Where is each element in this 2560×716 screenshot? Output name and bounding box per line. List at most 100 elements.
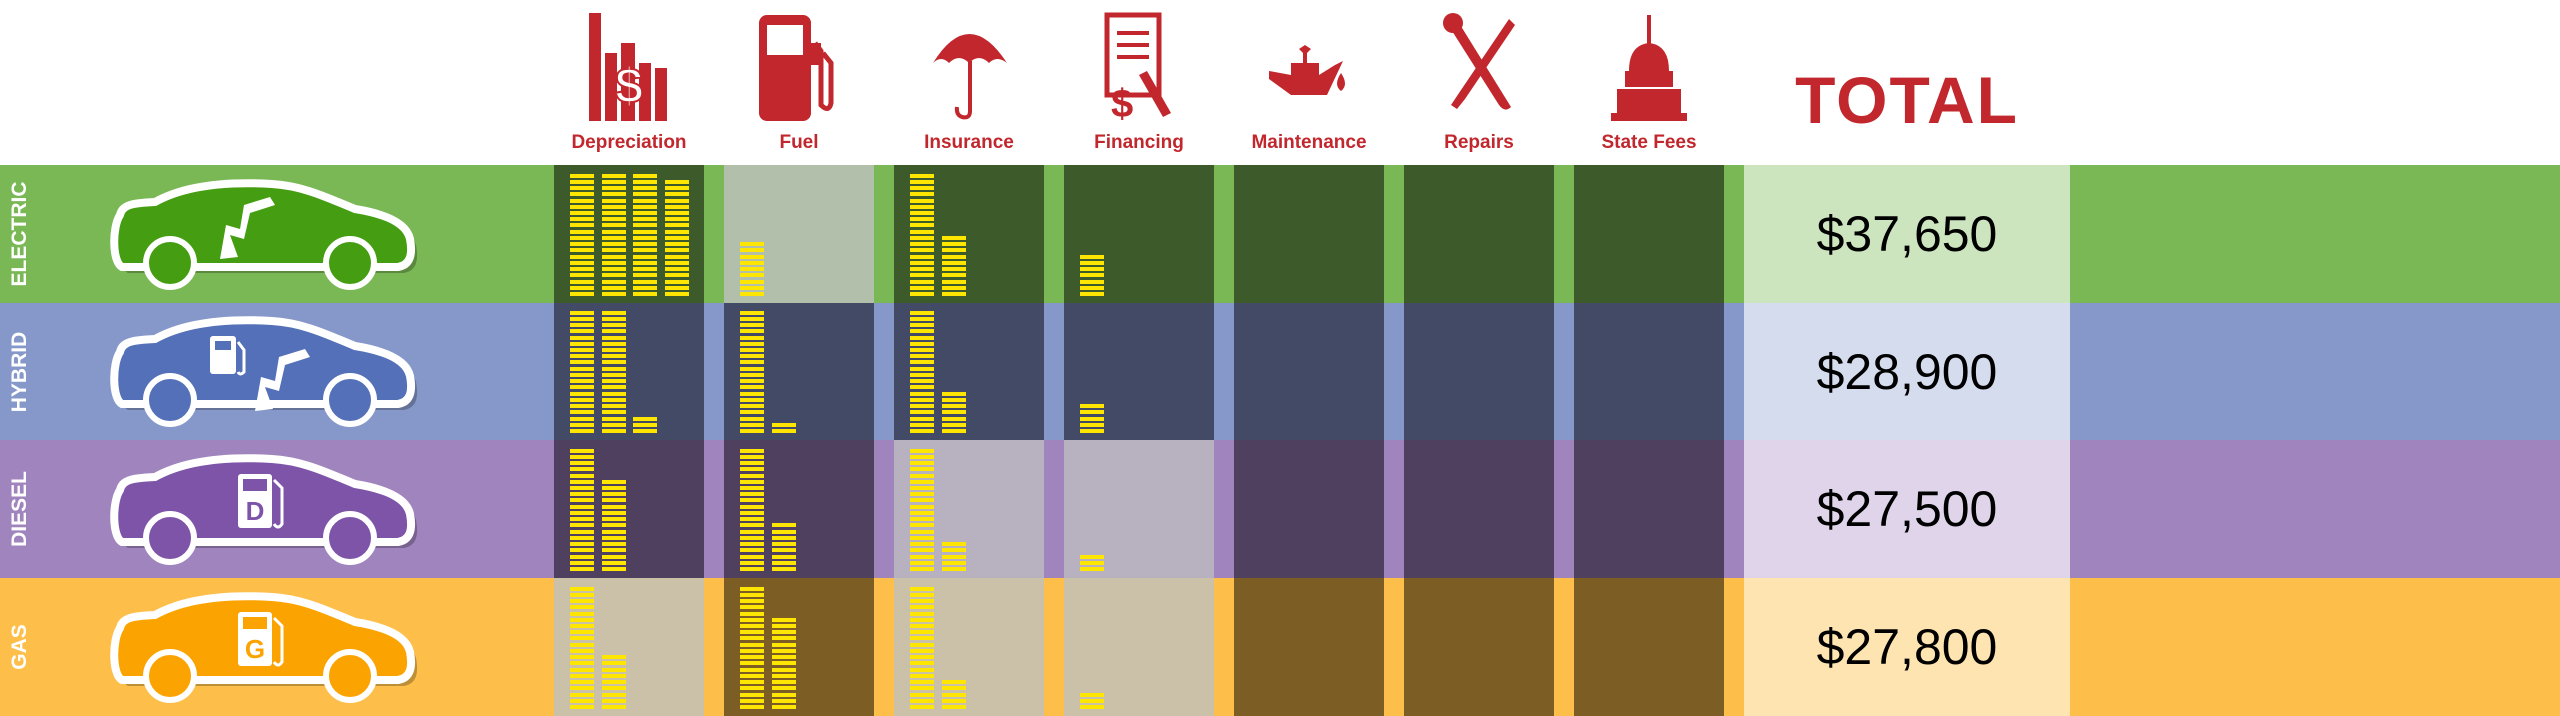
bar-segment (771, 422, 796, 427)
bar-segment (910, 680, 934, 685)
bar-segment (601, 254, 626, 259)
bar-segment (570, 705, 594, 709)
bar-segment (601, 535, 626, 540)
bar-segment (910, 429, 934, 433)
bar-segment (771, 548, 796, 553)
bar-segment (633, 173, 658, 178)
bar-segment (570, 692, 594, 697)
cell-diesel-insurance (894, 440, 1044, 578)
bar-segment (665, 223, 690, 228)
bar-segment (740, 397, 764, 402)
bar-segment (601, 542, 626, 547)
cell-gas-depreciation (554, 578, 704, 716)
bar-segment (910, 486, 934, 491)
bar-segment (570, 648, 594, 653)
bar-segment (1080, 404, 1104, 409)
bar-segment (570, 548, 594, 553)
bar-segment (633, 279, 658, 284)
bar-segment (910, 416, 934, 421)
bar-segment (740, 655, 764, 660)
bar-segment (740, 686, 764, 691)
total-value: $37,650 (1816, 206, 1998, 262)
row-gas: GAS G $27,800 (0, 578, 2560, 716)
bar-segment (910, 698, 934, 703)
bar-segment (570, 397, 594, 402)
bar-segment (740, 372, 764, 377)
bar-segment (740, 410, 764, 415)
bar-segment (601, 548, 626, 553)
bar-segment (740, 448, 764, 453)
bar-segment (601, 498, 626, 503)
row-label-text: ELECTRIC (8, 181, 31, 287)
bar-segment (665, 179, 690, 184)
bar-segment (910, 360, 934, 365)
bar-segment (910, 341, 934, 346)
bar-segment (570, 354, 594, 359)
bar-segment (740, 461, 764, 466)
bar-segment (570, 473, 594, 478)
depreciation-chart-dollar-icon: $ (589, 13, 667, 121)
bar-segment (665, 260, 690, 265)
bar-segment (771, 680, 796, 685)
cell-electric-depreciation (554, 165, 704, 303)
bar-segment (740, 310, 764, 315)
bar-segment (570, 661, 594, 666)
bar-segment (740, 692, 764, 697)
bar-segment (910, 404, 934, 409)
bar-segment (910, 391, 934, 396)
bar-segment (740, 648, 764, 653)
bar-segment (740, 366, 764, 371)
bar-segment (570, 242, 594, 247)
capitol-building-icon (1611, 15, 1687, 121)
bar-segment (601, 391, 626, 396)
row-label: ELECTRIC (0, 165, 40, 303)
bar-segment (601, 242, 626, 247)
cell-electric-state-fees (1574, 165, 1724, 303)
bar-segment (601, 486, 626, 491)
bar-segment (570, 673, 594, 678)
bar-segment (1080, 260, 1104, 265)
bar-segment (910, 248, 934, 253)
bar-segment (570, 560, 594, 565)
bar-segment (771, 673, 796, 678)
bar-segment (910, 235, 934, 240)
bar-segment (601, 310, 626, 315)
cell-gas-fuel (724, 578, 874, 716)
bar-segment (740, 636, 764, 641)
bar-segment (570, 310, 594, 315)
bar-segment (601, 192, 626, 197)
bar-segment (740, 486, 764, 491)
column-label: Fuel (779, 132, 819, 153)
cell-diesel-repairs (1404, 440, 1554, 578)
bar-segment (941, 242, 966, 247)
oil-can-icon (1269, 45, 1345, 95)
column-header-state-fees: State Fees (1574, 0, 1724, 165)
bar-segment (601, 273, 626, 278)
bar-segment (570, 217, 594, 222)
bar-segment (1080, 279, 1104, 284)
cell-electric-fuel (724, 165, 874, 303)
bar-segment (771, 529, 796, 534)
bar-segment (601, 567, 626, 571)
bar-segment (740, 642, 764, 647)
bar-segment (570, 429, 594, 433)
column-header-maintenance: Maintenance (1234, 0, 1384, 165)
bar-segment (570, 273, 594, 278)
bar-segment (740, 705, 764, 709)
bar-segment (910, 267, 934, 272)
bar-segment (941, 235, 966, 240)
bar-segment (570, 605, 594, 610)
bar-segment (601, 217, 626, 222)
bar-segment (1080, 254, 1104, 259)
bar-segment (771, 667, 796, 672)
bar-segment (910, 217, 934, 222)
bar-segment (910, 192, 934, 197)
bar-segment (740, 542, 764, 547)
bar-segment (633, 211, 658, 216)
bar-segment (1080, 705, 1104, 709)
bar-segment (910, 385, 934, 390)
bar-segment (570, 517, 594, 522)
fuel-pump-icon (759, 15, 834, 121)
bar-segment (633, 422, 658, 427)
bar-segment (570, 211, 594, 216)
